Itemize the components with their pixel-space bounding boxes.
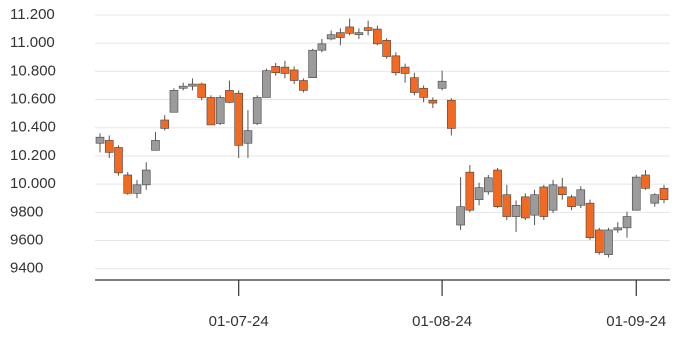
candle-body <box>650 194 660 204</box>
y-tick-label: 9800 <box>10 203 43 220</box>
candle-body <box>188 83 197 87</box>
candle-body <box>141 169 151 186</box>
candle-body <box>613 227 623 231</box>
x-tick-label: 01-07-24 <box>209 313 269 330</box>
candle-body <box>197 83 207 98</box>
candle-body <box>521 196 530 219</box>
y-tick-label: 11.000 <box>10 34 55 51</box>
candle-body <box>400 66 410 74</box>
candle-body <box>243 130 253 144</box>
candle-body <box>557 186 567 196</box>
y-tick-label: 10.800 <box>10 62 56 79</box>
y-tick-label: 10.200 <box>10 147 56 164</box>
y-tick-label: 10.400 <box>10 119 56 136</box>
candle-body <box>502 194 512 217</box>
candle-body <box>132 184 142 194</box>
candle-body <box>225 90 234 103</box>
candle-body <box>539 186 549 217</box>
candle-body <box>234 92 243 146</box>
candle-body <box>567 196 576 207</box>
candle-body <box>465 171 475 211</box>
candle-body <box>160 119 170 129</box>
candle-body <box>354 32 364 35</box>
candle-body <box>336 32 345 38</box>
candle-body <box>548 184 558 211</box>
candle-body <box>447 99 456 129</box>
y-tick-label: 10.000 <box>10 175 56 192</box>
candle-body <box>594 229 604 253</box>
candle-body <box>659 188 669 200</box>
candle-body <box>104 140 114 153</box>
candle-body <box>151 140 160 151</box>
candle-body <box>474 187 484 200</box>
candle-body <box>289 69 299 81</box>
candle-body <box>169 90 179 113</box>
y-tick-label: 9400 <box>10 260 43 277</box>
candle-body <box>114 147 123 174</box>
candle-body <box>123 174 133 194</box>
candle-body <box>585 202 595 239</box>
candle-body <box>215 97 225 124</box>
candle-body <box>262 70 271 98</box>
candle-body <box>271 66 280 74</box>
x-tick-label: 01-09-24 <box>606 313 666 330</box>
candle-body <box>576 189 586 206</box>
candle-body <box>95 136 105 144</box>
candle-body <box>345 26 354 34</box>
candle-body <box>410 77 419 93</box>
candle-body <box>511 204 521 217</box>
candle-body <box>317 43 327 51</box>
candle-body <box>493 169 502 207</box>
candle-body <box>206 97 216 126</box>
candle-body <box>382 40 391 57</box>
candle-body <box>308 49 317 78</box>
candle-body <box>178 85 188 89</box>
y-tick-label: 10.600 <box>10 91 56 108</box>
candle-body <box>252 97 262 124</box>
candle-body <box>363 27 373 31</box>
candle-body <box>456 206 465 226</box>
candle-body <box>604 229 613 255</box>
candle-body <box>419 87 428 98</box>
candle-body <box>641 174 650 189</box>
candle-body <box>428 99 438 104</box>
candle-body <box>299 80 308 91</box>
candle-body <box>280 66 290 74</box>
candle-body <box>373 28 382 45</box>
candle-body <box>622 216 632 229</box>
x-tick-label: 01-08-24 <box>412 313 472 330</box>
candle-body <box>631 176 641 211</box>
candle-body <box>391 55 401 74</box>
candle-body <box>484 177 493 193</box>
candle-body <box>437 80 447 89</box>
y-tick-label: 11.200 <box>10 6 55 23</box>
candle-body <box>326 34 336 40</box>
candle-body <box>530 194 539 216</box>
y-tick-label: 9600 <box>10 231 43 248</box>
